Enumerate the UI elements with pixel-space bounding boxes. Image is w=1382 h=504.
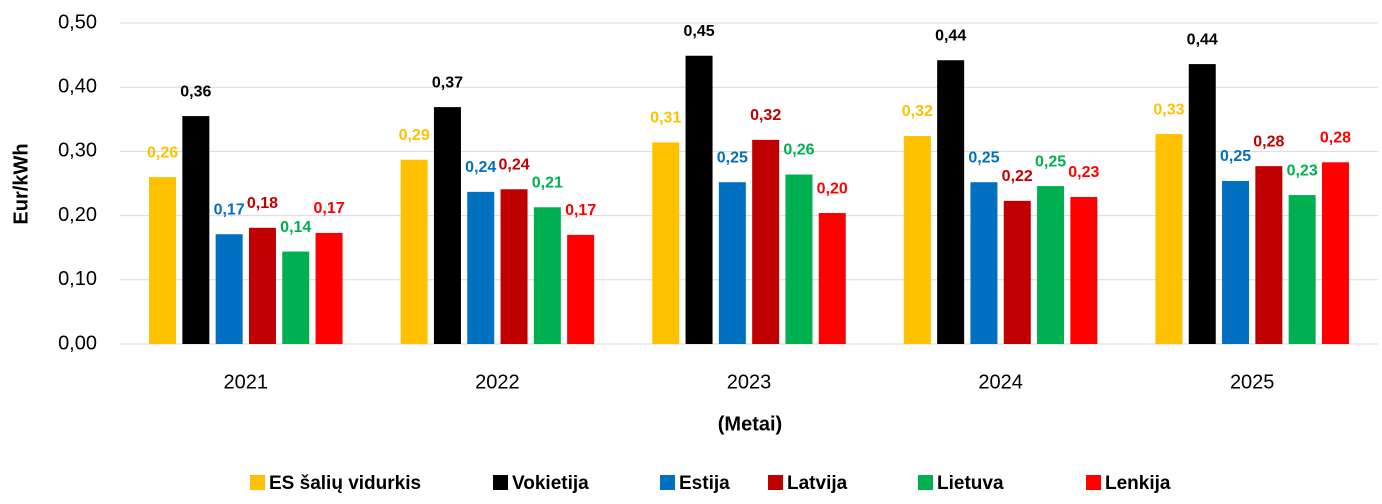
data-label: 0,32: [902, 103, 933, 120]
bar: [1003, 200, 1031, 344]
bar: [567, 234, 595, 344]
data-label: 0,25: [1035, 153, 1066, 170]
y-tick-label: 0,00: [58, 332, 97, 354]
y-tick-label: 0,10: [58, 268, 97, 290]
data-label: 0,31: [650, 110, 681, 127]
bar: [1188, 64, 1216, 344]
bar: [752, 139, 780, 344]
data-label: 0,21: [532, 174, 563, 191]
bar: [718, 182, 746, 344]
data-label: 0,25: [1220, 148, 1251, 165]
bar: [533, 207, 561, 344]
data-label: 0,44: [935, 27, 966, 44]
data-label: 0,25: [717, 149, 748, 166]
bar: [149, 177, 177, 344]
bar: [937, 60, 965, 345]
bar: [818, 213, 846, 344]
bar: [903, 135, 931, 344]
data-label: 0,17: [565, 202, 596, 219]
bar: [1321, 162, 1349, 344]
data-label: 0,33: [1153, 101, 1184, 118]
legend-label: ES šalių vidurkis: [269, 473, 421, 494]
data-label: 0,26: [783, 142, 814, 159]
legend-label: Vokietija: [512, 473, 589, 494]
data-label: 0,45: [683, 23, 714, 40]
legend-swatch: [918, 475, 933, 490]
bar: [970, 182, 998, 344]
data-label: 0,22: [1002, 168, 1033, 185]
bar: [282, 251, 310, 344]
legend-swatch: [250, 475, 265, 490]
bar: [467, 191, 495, 344]
y-tick-label: 0,50: [58, 11, 97, 33]
legend-label: Lietuva: [937, 473, 1004, 494]
bar: [1037, 186, 1065, 344]
bar: [652, 142, 680, 344]
x-tick-label: 2024: [978, 371, 1023, 393]
legend-label: Lenkija: [1105, 473, 1171, 494]
legend-swatch: [660, 475, 675, 490]
data-label: 0,28: [1253, 133, 1284, 150]
data-label: 0,24: [465, 159, 496, 176]
y-axis-title: Eur/kWh: [10, 143, 32, 224]
data-label: 0,25: [968, 149, 999, 166]
bar: [182, 116, 210, 344]
data-label: 0,23: [1287, 162, 1318, 179]
data-label: 0,14: [280, 219, 311, 236]
x-axis-title: (Metai): [718, 413, 782, 435]
bar: [400, 159, 428, 344]
data-label: 0,29: [399, 127, 430, 144]
data-label: 0,44: [1187, 31, 1218, 48]
x-tick-label: 2025: [1230, 371, 1275, 393]
data-label: 0,23: [1068, 164, 1099, 181]
legend-label: Latvija: [787, 473, 848, 494]
data-label: 0,18: [247, 195, 278, 212]
data-label: 0,32: [750, 107, 781, 124]
y-tick-label: 0,20: [58, 204, 97, 226]
legend-swatch: [768, 475, 783, 490]
data-label: 0,36: [180, 83, 211, 100]
data-label: 0,37: [432, 74, 463, 91]
legend-label: Estija: [679, 473, 730, 494]
x-tick-label: 2022: [475, 371, 520, 393]
data-label: 0,26: [147, 144, 178, 161]
bar: [315, 232, 343, 344]
y-tick-label: 0,30: [58, 140, 97, 162]
y-tick-label: 0,40: [58, 75, 97, 97]
bar: [215, 234, 243, 344]
legend-swatch: [1086, 475, 1101, 490]
x-tick-label: 2021: [224, 371, 269, 393]
data-label: 0,24: [498, 156, 529, 173]
bar: [785, 174, 813, 344]
bar: [248, 227, 276, 344]
bar: [1155, 134, 1183, 344]
data-label: 0,17: [313, 200, 344, 217]
bar: [1222, 180, 1250, 344]
data-label: 0,28: [1320, 130, 1351, 147]
bar: [685, 55, 713, 344]
data-label: 0,17: [214, 201, 245, 218]
data-label: 0,20: [817, 180, 848, 197]
bar: [1255, 166, 1283, 344]
legend-swatch: [493, 475, 508, 490]
bar: [1288, 195, 1316, 344]
x-tick-label: 2023: [727, 371, 772, 393]
bar: [433, 107, 461, 345]
bar: [500, 189, 528, 344]
bar: [1070, 196, 1098, 344]
